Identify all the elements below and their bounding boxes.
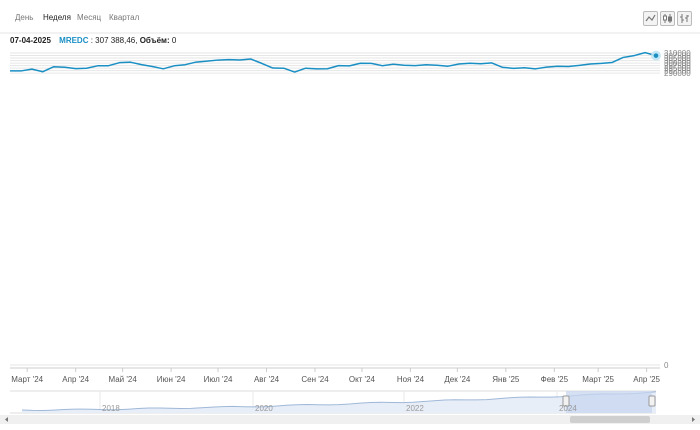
navigator-handle-left[interactable] (562, 395, 570, 407)
line-chart-icon[interactable] (643, 11, 658, 26)
price-line (10, 51, 657, 73)
info-date: 07-04-2025 (10, 36, 51, 45)
y-tick-label: 292500 (664, 67, 691, 76)
y-tick-label: 297500 (664, 62, 691, 71)
x-tick-label: Авг '24 (254, 375, 280, 384)
info-volume-label: Объём: (139, 36, 170, 45)
y-tick-label: 305000 (664, 54, 691, 63)
y-tick-label: 0 (664, 361, 669, 370)
y-tick-label: 310000 (664, 49, 691, 58)
ohlc-bars-icon[interactable] (677, 11, 692, 26)
navigator-tick-label: 2020 (255, 404, 273, 413)
x-tick-label: Март '25 (582, 375, 614, 384)
toolbar: День Неделя Месяц Квартал (0, 0, 700, 34)
candlestick-icon[interactable] (660, 11, 675, 26)
y-tick-label: 307500 (664, 52, 691, 61)
x-tick-label: Янв '25 (492, 375, 520, 384)
scroll-right-arrow (692, 417, 695, 422)
navigator-tick-label: 2024 (559, 404, 577, 413)
x-tick-label: Июн '24 (157, 375, 186, 384)
scrollbar-track (0, 415, 700, 424)
navigator-tick-label: 2022 (406, 404, 424, 413)
scrollbar-thumb[interactable] (570, 416, 650, 423)
x-tick-label: Май '24 (108, 375, 137, 384)
x-tick-label: Окт '24 (349, 375, 376, 384)
x-tick-label: Июл '24 (204, 375, 233, 384)
scroll-left-arrow (5, 417, 8, 422)
x-tick-label: Апр '25 (633, 375, 660, 384)
y-tick-label: 302500 (664, 57, 691, 66)
x-tick-label: Сен '24 (301, 375, 329, 384)
info-volume-value: 0 (171, 36, 177, 45)
x-tick-label: Март '24 (11, 375, 43, 384)
tab-day[interactable]: День (15, 13, 34, 22)
x-tick-label: Дек '24 (444, 375, 471, 384)
navigator-tick-label: 2018 (102, 404, 120, 413)
info-value: : 307 388,46, (90, 36, 138, 45)
tab-quarter[interactable]: Квартал (109, 13, 140, 22)
info-bar: 07-04-2025 MREDC : 307 388,46, Объём: 0 (10, 36, 176, 45)
navigator-selection (566, 391, 652, 413)
navigator-line (21, 391, 657, 412)
info-ticker: MREDC (59, 36, 89, 45)
last-point-marker (653, 53, 659, 58)
x-tick-label: Ноя '24 (397, 375, 425, 384)
y-tick-label: 290000 (664, 69, 691, 78)
tab-week[interactable]: Неделя (43, 13, 71, 22)
tab-month[interactable]: Месяц (77, 13, 102, 22)
x-tick-label: Апр '24 (62, 375, 89, 384)
navigator-area (22, 391, 656, 413)
navigator-handle-right[interactable] (648, 395, 656, 407)
y-tick-label: 300000 (664, 59, 691, 68)
y-tick-label: 295000 (664, 64, 691, 73)
x-tick-label: Фев '25 (541, 375, 569, 384)
